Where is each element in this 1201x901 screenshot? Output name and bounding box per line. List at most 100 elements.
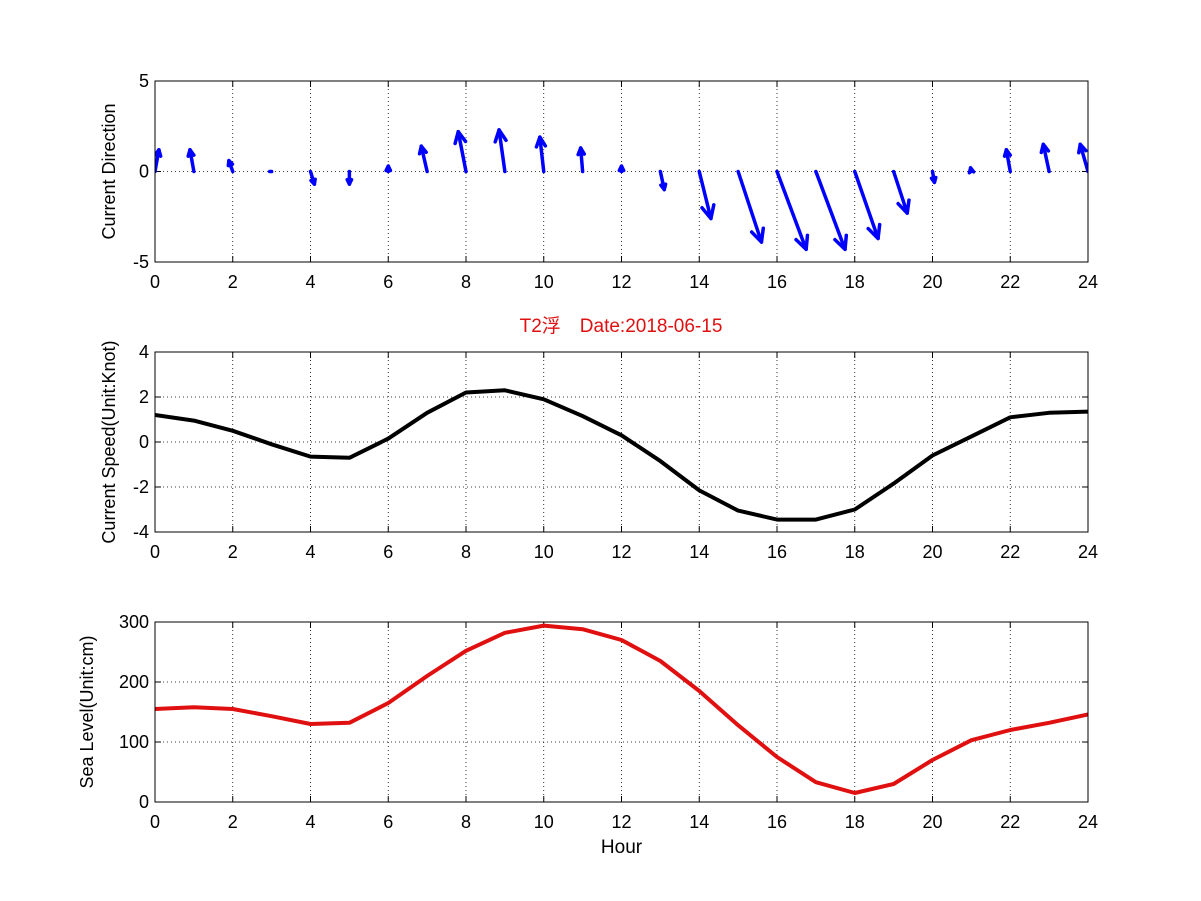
arrow-shaft — [775, 169, 808, 252]
arrow-shaft — [419, 144, 429, 174]
x-tick-label: 18 — [845, 542, 865, 562]
quiver-arrow — [1039, 142, 1051, 174]
plot-area — [155, 352, 1088, 532]
quiver-arrow — [155, 148, 163, 174]
quiver-arrow — [736, 169, 766, 244]
arrow-head — [226, 158, 235, 168]
quiver-arrow — [453, 129, 468, 174]
arrow-head — [967, 166, 976, 175]
quiver-arrow — [384, 164, 393, 174]
arrow-head — [866, 222, 882, 241]
x-tick-label: 2 — [228, 812, 238, 832]
arrow-head — [493, 128, 508, 144]
x-tick-label: 2 — [228, 272, 238, 292]
plot-area — [155, 622, 1088, 802]
quiver-arrow — [308, 169, 317, 186]
quiver-arrow — [226, 158, 235, 174]
arrow-head — [617, 164, 626, 173]
series-group — [155, 623, 1088, 795]
arrow-head — [1039, 142, 1051, 155]
series-line — [155, 623, 1088, 795]
y-tick-label: 0 — [139, 432, 149, 452]
x-tick-label: 14 — [689, 272, 709, 292]
x-tick-label: 8 — [461, 542, 471, 562]
x-tick-label: 10 — [534, 812, 554, 832]
x-tick-label: 16 — [767, 272, 787, 292]
x-tick-label: 6 — [383, 272, 393, 292]
y-tick-label: 0 — [139, 162, 149, 182]
arrow-head — [534, 135, 548, 149]
x-tick-label: 0 — [150, 542, 160, 562]
arrow-head — [896, 198, 911, 215]
quiver-arrow — [697, 169, 716, 221]
y-tick-label: 5 — [139, 71, 149, 91]
y-tick-label: -4 — [133, 522, 149, 542]
quiver-arrow — [814, 169, 849, 252]
arrow-head — [453, 129, 468, 146]
arrow-shaft — [497, 128, 507, 174]
quiver-arrow — [967, 166, 976, 175]
x-tick-label: 0 — [150, 272, 160, 292]
x-tick-label: 20 — [922, 812, 942, 832]
y-tick-label: 4 — [139, 342, 149, 362]
y-tick-label: -5 — [133, 252, 149, 272]
x-tick-label: 4 — [305, 812, 315, 832]
arrow-head — [1002, 148, 1012, 158]
x-tick-label: 8 — [461, 812, 471, 832]
series-line — [155, 388, 1088, 522]
x-axis-label: Hour — [601, 837, 643, 858]
y-axis-label: Sea Level(Unit:cm) — [77, 635, 97, 788]
arrow-shaft — [697, 169, 713, 221]
x-tick-label: 8 — [461, 272, 471, 292]
x-tick-label: 18 — [845, 272, 865, 292]
arrow-shaft — [814, 169, 847, 252]
quiver-arrow — [576, 146, 587, 174]
axes-frame — [154, 80, 1089, 263]
arrow-head — [749, 226, 766, 244]
arrow-head — [659, 182, 668, 192]
arrow-shaft — [456, 129, 468, 174]
x-tick-label: 4 — [305, 272, 315, 292]
x-tick-label: 24 — [1078, 812, 1098, 832]
x-tick-label: 22 — [1000, 812, 1020, 832]
y-tick-label: 100 — [119, 732, 149, 752]
arrow-head — [700, 203, 716, 221]
arrow-shaft — [736, 169, 764, 244]
arrow-shaft — [891, 169, 909, 215]
x-tick-label: 0 — [150, 812, 160, 832]
x-tick-label: 12 — [611, 812, 631, 832]
quiver-arrow — [417, 144, 429, 174]
quiver-arrow — [1002, 148, 1012, 174]
arrow-head — [929, 175, 938, 185]
x-tick-label: 14 — [689, 542, 709, 562]
x-tick-label: 20 — [922, 542, 942, 562]
x-tick-label: 24 — [1078, 542, 1098, 562]
y-tick-label: 0 — [139, 792, 149, 812]
axes-frame — [154, 351, 1089, 533]
quiver-arrow — [345, 169, 354, 186]
series-group — [155, 128, 1088, 252]
arrow-head — [309, 177, 317, 186]
arrow-head — [155, 148, 163, 158]
y-tick-label: 2 — [139, 387, 149, 407]
x-tick-label: 6 — [383, 542, 393, 562]
quiver-arrow — [493, 128, 508, 174]
x-tick-label: 18 — [845, 812, 865, 832]
arrow-head — [345, 177, 354, 186]
x-tick-label: 14 — [689, 812, 709, 832]
quiver-arrow — [853, 169, 882, 241]
quiver-arrow — [929, 169, 938, 185]
arrow-head — [186, 148, 196, 158]
x-tick-label: 4 — [305, 542, 315, 562]
axes-frame — [154, 621, 1089, 803]
x-tick-label: 16 — [767, 812, 787, 832]
series-group — [155, 388, 1088, 522]
arrow-shaft — [1041, 142, 1051, 174]
quiver-arrow — [891, 169, 911, 215]
y-axis-label: Current Speed(Unit:Knot) — [99, 340, 119, 543]
quiver-arrow — [534, 135, 548, 174]
x-tick-label: 2 — [228, 542, 238, 562]
